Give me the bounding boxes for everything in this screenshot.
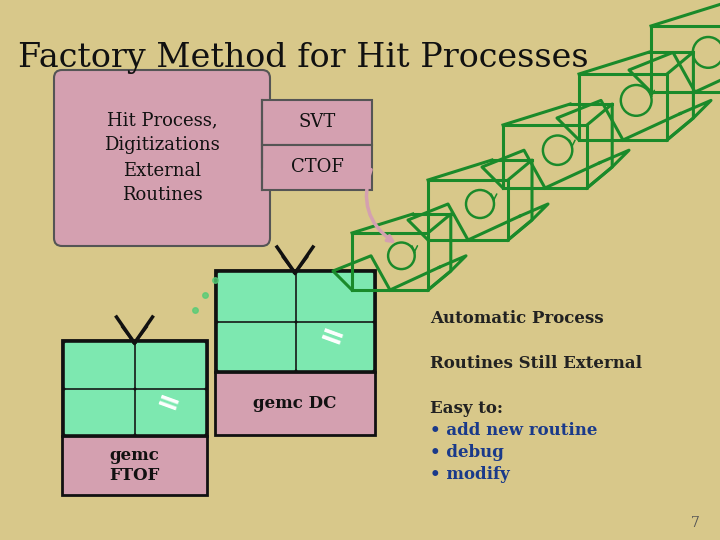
Bar (215, 372, 375, 435)
Text: gemc DC: gemc DC (253, 395, 337, 412)
Bar (62, 340, 207, 436)
Bar (297, 322, 372, 369)
Text: Easy to:: Easy to: (430, 400, 503, 417)
Bar (297, 273, 372, 320)
Text: Routines Still External: Routines Still External (430, 355, 642, 372)
Text: SVT: SVT (298, 113, 336, 131)
Bar (215, 270, 375, 372)
Text: Hit Process,
Digitizations
External
Routines: Hit Process, Digitizations External Rout… (104, 111, 220, 205)
Bar (218, 322, 294, 369)
Text: gemc
FTOF: gemc FTOF (109, 447, 160, 484)
FancyBboxPatch shape (54, 70, 270, 246)
Text: =: = (315, 321, 348, 356)
Text: =: = (151, 387, 184, 422)
Bar (65, 343, 133, 387)
Text: • debug: • debug (430, 444, 504, 461)
Text: Automatic Process: Automatic Process (430, 310, 603, 327)
Text: • add new routine: • add new routine (430, 422, 598, 439)
Bar (136, 343, 204, 387)
Text: 7: 7 (691, 516, 700, 530)
Bar (136, 389, 204, 433)
Bar (62, 340, 207, 436)
Bar (215, 270, 375, 372)
Text: • modify: • modify (430, 466, 510, 483)
Bar (218, 273, 294, 320)
Text: Factory Method for Hit Processes: Factory Method for Hit Processes (18, 42, 589, 74)
Bar (62, 436, 207, 495)
Bar (262, 145, 372, 190)
Bar (262, 100, 372, 145)
Bar (65, 389, 133, 433)
Text: CTOF: CTOF (291, 158, 343, 176)
